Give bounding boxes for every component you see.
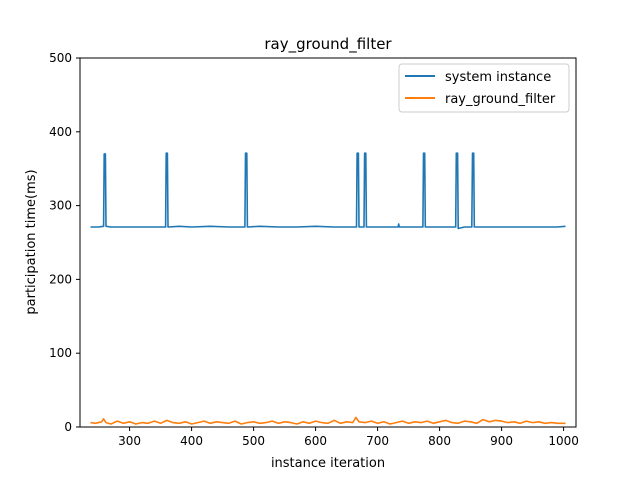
legend-label-ray-ground-filter: ray_ground_filter <box>445 92 556 107</box>
x-tick-label: 500 <box>242 434 265 448</box>
legend-label-system-instance: system instance <box>445 70 551 85</box>
series-line-ray-ground-filter <box>90 416 566 425</box>
x-tick-label: 1000 <box>548 434 579 448</box>
x-tick-label: 400 <box>180 434 203 448</box>
x-tick-label: 800 <box>428 434 451 448</box>
legend: system instance ray_ground_filter <box>398 63 570 113</box>
y-tick-label: 300 <box>49 199 72 213</box>
x-tick-label: 900 <box>490 434 513 448</box>
y-tick-label: 400 <box>49 125 72 139</box>
x-axis: 300 400 500 600 700 800 900 1000 <box>118 427 579 448</box>
series-line-system-instance <box>90 152 566 230</box>
x-tick-label: 600 <box>304 434 327 448</box>
x-tick-label: 700 <box>366 434 389 448</box>
series-layer <box>90 152 566 425</box>
plot-area-frame <box>79 57 577 428</box>
y-tick-label: 0 <box>64 420 72 434</box>
chart-title: ray_ground_filter <box>264 35 392 54</box>
y-tick-label: 100 <box>49 346 72 360</box>
y-axis: 0 100 200 300 400 500 <box>49 51 80 434</box>
y-tick-label: 500 <box>49 51 72 65</box>
y-axis-label: participation time(ms) <box>24 169 39 314</box>
x-tick-label: 300 <box>118 434 141 448</box>
legend-box <box>398 63 570 113</box>
x-axis-label: instance iteration <box>271 456 385 471</box>
y-tick-label: 200 <box>49 272 72 286</box>
